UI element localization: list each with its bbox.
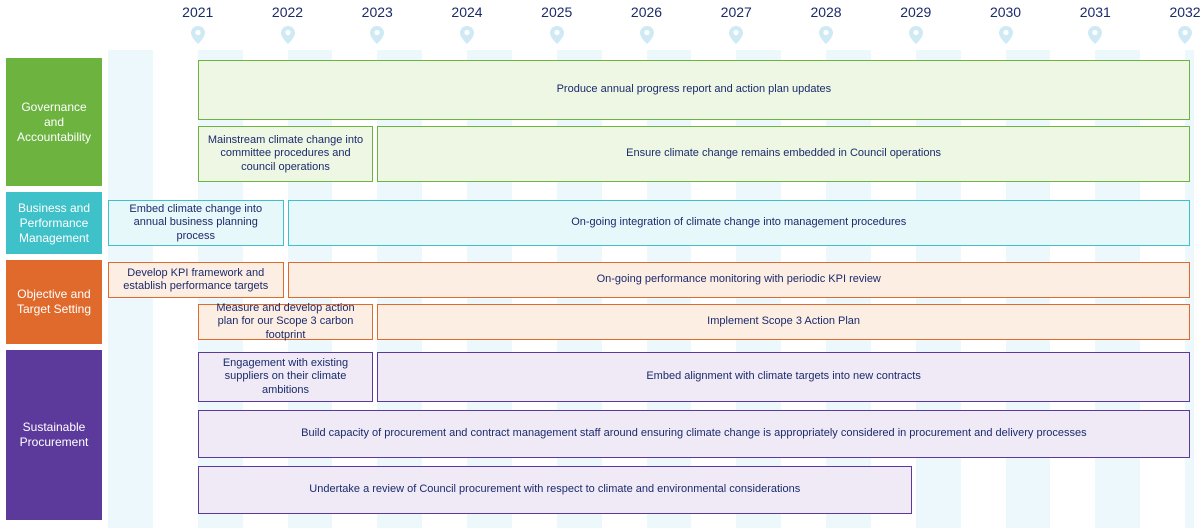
roadmap-bar: Engagement with existing suppliers on th… — [198, 352, 374, 402]
year-pin-icon — [909, 26, 923, 44]
year-label: 2025 — [541, 4, 572, 20]
category-label: Objective and Target Setting — [6, 260, 102, 344]
year-pin-icon — [999, 26, 1013, 44]
year-label: 2031 — [1080, 4, 1111, 20]
year-label: 2023 — [362, 4, 393, 20]
year-label: 2028 — [810, 4, 841, 20]
roadmap-bar: On-going integration of climate change i… — [288, 200, 1190, 246]
year-pin-icon — [640, 26, 654, 44]
year-label: 2030 — [990, 4, 1021, 20]
year-pin-icon — [1178, 26, 1192, 44]
year-pin-icon — [281, 26, 295, 44]
year-label: 2022 — [272, 4, 303, 20]
year-pin-icon — [550, 26, 564, 44]
roadmap-bar: Implement Scope 3 Action Plan — [377, 304, 1190, 340]
roadmap-bar: Produce annual progress report and actio… — [198, 60, 1190, 120]
year-pin-icon — [819, 26, 833, 44]
year-label: 2024 — [451, 4, 482, 20]
roadmap-bar: Mainstream climate change into committee… — [198, 126, 374, 182]
roadmap-bar: Measure and develop action plan for our … — [198, 304, 374, 340]
roadmap-bar: Develop KPI framework and establish perf… — [108, 262, 284, 298]
year-pin-icon — [729, 26, 743, 44]
roadmap-chart: 2021 2022 2023 2024 2025 2026 2027 2028 2029 2030… — [0, 0, 1200, 528]
roadmap-bar: Embed climate change into annual busines… — [108, 200, 284, 246]
year-label: 2021 — [182, 4, 213, 20]
year-label: 2029 — [900, 4, 931, 20]
roadmap-bar: Embed alignment with climate targets int… — [377, 352, 1190, 402]
year-label: 2027 — [721, 4, 752, 20]
year-label: 2026 — [631, 4, 662, 20]
roadmap-bar: Build capacity of procurement and contra… — [198, 410, 1190, 458]
category-label: Business and Performance Management — [6, 192, 102, 254]
year-pin-icon — [191, 26, 205, 44]
roadmap-bar: On-going performance monitoring with per… — [288, 262, 1190, 298]
year-label: 2032 — [1169, 4, 1200, 20]
year-pin-icon — [460, 26, 474, 44]
roadmap-bar: Ensure climate change remains embedded i… — [377, 126, 1190, 182]
year-pin-icon — [370, 26, 384, 44]
category-label: Governance and Accountability — [6, 58, 102, 186]
category-label: Sustainable Procurement — [6, 350, 102, 520]
roadmap-bar: Undertake a review of Council procuremen… — [198, 466, 912, 514]
year-pin-icon — [1088, 26, 1102, 44]
